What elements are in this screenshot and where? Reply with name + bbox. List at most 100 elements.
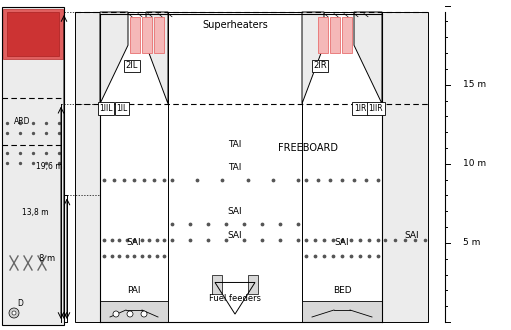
- Point: [3, 130, 11, 136]
- Point: [16, 160, 24, 166]
- Polygon shape: [100, 12, 128, 104]
- Point: [218, 177, 226, 182]
- Point: [55, 150, 63, 156]
- Point: [140, 177, 148, 182]
- Point: [222, 221, 230, 227]
- Point: [145, 237, 153, 243]
- Point: [294, 237, 302, 243]
- Point: [347, 237, 355, 243]
- Bar: [100, 12, 168, 322]
- Point: [374, 237, 382, 243]
- Bar: [75, 12, 100, 322]
- Bar: [382, 12, 428, 104]
- Point: [107, 253, 115, 258]
- Point: [258, 237, 266, 243]
- Polygon shape: [302, 12, 324, 104]
- Point: [411, 237, 419, 243]
- Point: [130, 253, 138, 258]
- Point: [365, 237, 373, 243]
- Text: 2IR: 2IR: [313, 61, 327, 70]
- Text: BED: BED: [333, 286, 352, 295]
- Point: [3, 150, 11, 156]
- Text: 15 m: 15 m: [463, 80, 486, 89]
- Point: [421, 237, 429, 243]
- Text: FREEBOARD: FREEBOARD: [278, 143, 338, 153]
- Point: [55, 120, 63, 126]
- Point: [130, 177, 138, 182]
- Text: 10 m: 10 m: [463, 159, 486, 168]
- Bar: [2, 7, 64, 325]
- Point: [193, 177, 201, 182]
- Text: TAI: TAI: [228, 162, 242, 172]
- Point: [311, 237, 319, 243]
- Point: [244, 177, 252, 182]
- Text: 19,6 m: 19,6 m: [36, 162, 63, 172]
- Point: [240, 221, 248, 227]
- Point: [186, 237, 194, 243]
- Point: [204, 221, 212, 227]
- Point: [137, 253, 146, 258]
- Text: Fuel feeders: Fuel feeders: [209, 294, 261, 303]
- Point: [29, 120, 37, 126]
- Bar: [142, 17, 152, 53]
- Point: [107, 237, 115, 243]
- Text: 1IR: 1IR: [354, 104, 366, 113]
- Circle shape: [127, 311, 133, 317]
- Bar: [248, 275, 258, 293]
- Point: [222, 237, 230, 243]
- Point: [29, 130, 37, 136]
- Point: [329, 237, 337, 243]
- Bar: [7, 12, 59, 56]
- Bar: [382, 12, 428, 322]
- Point: [115, 253, 123, 258]
- Bar: [318, 17, 328, 53]
- Point: [314, 177, 322, 182]
- Point: [362, 177, 370, 182]
- Point: [294, 177, 302, 182]
- Point: [29, 160, 37, 166]
- Point: [204, 237, 212, 243]
- Point: [320, 253, 328, 258]
- Point: [401, 237, 409, 243]
- Point: [152, 253, 160, 258]
- Point: [160, 237, 168, 243]
- Text: TAI: TAI: [228, 140, 242, 149]
- Circle shape: [9, 308, 19, 318]
- Point: [42, 130, 50, 136]
- Text: 5 m: 5 m: [463, 238, 480, 248]
- Point: [145, 253, 153, 258]
- Point: [320, 237, 328, 243]
- Text: SAI: SAI: [228, 207, 242, 216]
- Point: [160, 177, 168, 182]
- Point: [347, 253, 355, 258]
- Bar: [3, 9, 63, 59]
- Point: [302, 253, 310, 258]
- Point: [356, 253, 364, 258]
- Bar: [130, 17, 140, 53]
- Point: [350, 177, 358, 182]
- Polygon shape: [354, 12, 382, 104]
- Circle shape: [141, 311, 147, 317]
- Polygon shape: [146, 12, 168, 104]
- Point: [294, 221, 302, 227]
- Point: [258, 221, 266, 227]
- Point: [55, 160, 63, 166]
- Point: [391, 237, 399, 243]
- Bar: [302, 12, 382, 322]
- Point: [338, 237, 346, 243]
- Point: [137, 237, 146, 243]
- Point: [123, 237, 131, 243]
- Point: [374, 177, 382, 182]
- Text: 1IIL: 1IIL: [99, 104, 113, 113]
- Bar: [330, 17, 340, 53]
- Point: [374, 253, 382, 258]
- Bar: [168, 12, 302, 322]
- Text: ARD: ARD: [14, 117, 30, 126]
- Text: 1IL: 1IL: [117, 104, 128, 113]
- Point: [381, 237, 389, 243]
- Point: [3, 120, 11, 126]
- Text: SAI: SAI: [405, 231, 420, 240]
- Point: [55, 130, 63, 136]
- Point: [240, 237, 248, 243]
- Point: [16, 130, 24, 136]
